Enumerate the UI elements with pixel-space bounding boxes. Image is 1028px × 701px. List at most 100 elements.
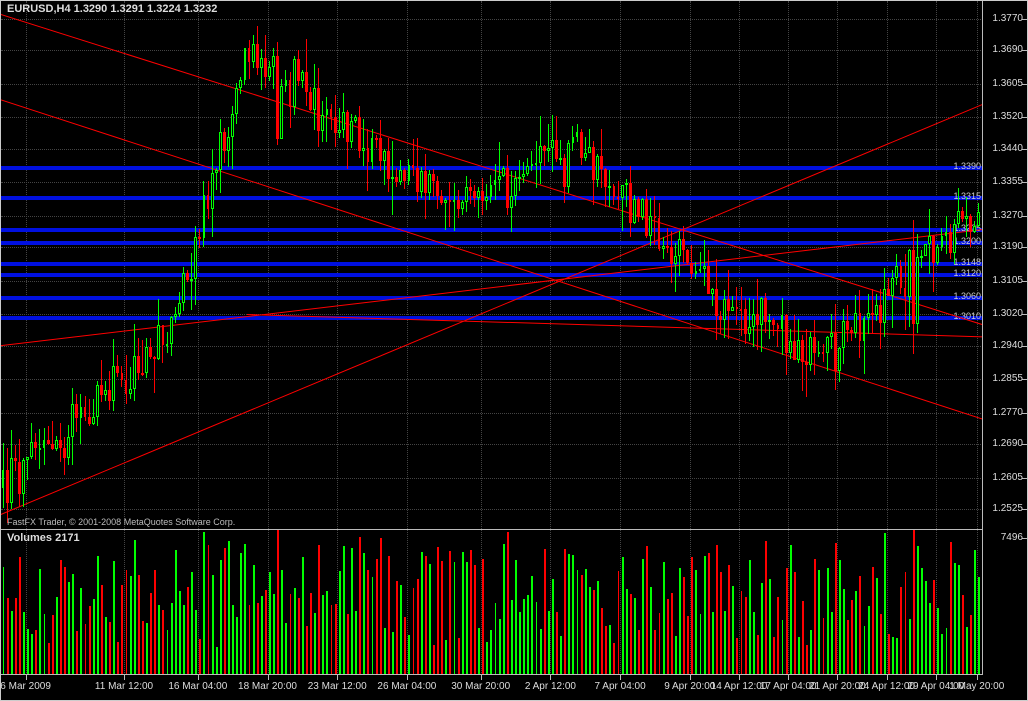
candle-wick: [609, 170, 610, 207]
horizontal-level-line[interactable]: 1.3315: [1, 196, 983, 200]
candle-body: [2, 470, 5, 488]
candle-body: [490, 185, 493, 196]
volume-bar: [175, 550, 177, 677]
candle-body: [227, 137, 230, 151]
volume-title: Volumes 2171: [7, 532, 80, 544]
candle-body: [752, 314, 755, 327]
volume-bar: [298, 598, 300, 677]
candle-body: [633, 199, 636, 223]
candle-body: [883, 289, 886, 323]
candle-body: [867, 313, 870, 317]
candle-body: [6, 470, 9, 503]
volume-bar: [921, 568, 923, 677]
volume-bar: [363, 553, 365, 677]
volume-bar: [765, 541, 767, 677]
volume-bar: [404, 617, 406, 678]
x-tick-label: 21 Apr 20:00: [809, 681, 866, 692]
volume-bar: [851, 600, 853, 677]
volume-bar: [589, 587, 591, 677]
horizontal-level-line[interactable]: 1.3060: [1, 296, 983, 300]
x-tick-label: 24 Apr 12:00: [858, 681, 915, 692]
candle-body: [449, 200, 452, 202]
volume-chart-pane[interactable]: Volumes 2171: [1, 530, 983, 677]
candle-body: [203, 195, 206, 238]
volume-bar: [314, 613, 316, 677]
volume-bar: [220, 560, 222, 677]
volume-bar: [109, 622, 111, 677]
volume-bar: [367, 570, 369, 677]
horizontal-level-line[interactable]: 1.3148: [1, 262, 983, 266]
volume-bar: [413, 588, 415, 677]
volume-bar: [343, 546, 345, 677]
volume-bar: [462, 552, 464, 677]
grid-line-h: [1, 413, 983, 414]
candle-wick: [363, 119, 364, 166]
candle-body: [785, 315, 788, 353]
volume-bar: [445, 640, 447, 677]
volume-bar: [560, 636, 562, 677]
volume-bar: [162, 610, 164, 677]
candle-wick: [167, 332, 168, 354]
horizontal-level-line[interactable]: 1.3120: [1, 273, 983, 277]
volume-bar: [847, 620, 849, 677]
candle-body: [239, 80, 242, 87]
volume-bar: [695, 570, 697, 677]
y-tick-label: 1.2770: [992, 407, 1023, 418]
candle-body: [112, 366, 115, 401]
volume-bar: [48, 643, 50, 677]
candle-body: [358, 117, 361, 150]
volume-bar: [884, 533, 886, 677]
candle-body: [969, 216, 972, 232]
volume-bar: [507, 532, 509, 677]
candle-body: [305, 72, 308, 93]
candle-body: [510, 196, 513, 208]
candle-body: [399, 170, 402, 182]
candle-body: [797, 340, 800, 360]
volume-bar: [273, 594, 275, 677]
y-tick-label: 1.3270: [992, 210, 1023, 221]
candle-body: [313, 88, 316, 110]
volume-bar: [872, 567, 874, 677]
volume-bar: [89, 606, 91, 677]
candle-body: [916, 257, 919, 324]
volume-bar: [126, 570, 128, 677]
candle-body: [420, 171, 423, 192]
volume-bar: [814, 559, 816, 677]
volume-bar: [564, 549, 566, 677]
volume-bar: [97, 556, 99, 677]
volume-bar: [486, 642, 488, 677]
candle-body: [842, 321, 845, 348]
candle-body: [391, 177, 394, 179]
candle-body: [244, 48, 247, 80]
candle-body: [522, 174, 525, 177]
volume-bar: [134, 540, 136, 677]
volume-bar: [85, 624, 87, 677]
candle-body: [805, 362, 808, 366]
volume-bar: [244, 544, 246, 677]
volume-bar: [527, 595, 529, 677]
volume-bar: [302, 557, 304, 677]
candle-wick: [130, 367, 131, 399]
candle-body: [793, 341, 796, 360]
candle-body: [977, 212, 980, 226]
volume-bar: [728, 565, 730, 677]
y-tick-label: 1.3520: [992, 111, 1023, 122]
volume-bar: [429, 564, 431, 677]
candle-body: [272, 56, 275, 67]
volume-bar: [966, 627, 968, 677]
horizontal-level-line[interactable]: 1.3200: [1, 241, 983, 245]
candle-body: [604, 169, 607, 188]
volume-bar: [511, 600, 513, 677]
volume-bar: [839, 560, 841, 677]
volume-bar: [806, 645, 808, 677]
volume-bar: [35, 630, 37, 677]
candle-body: [63, 448, 66, 458]
volume-bar: [441, 561, 443, 677]
horizontal-level-line[interactable]: 1.3235: [1, 228, 983, 232]
volume-bar: [142, 621, 144, 677]
volume-bar: [249, 605, 251, 677]
candle-body: [801, 340, 804, 362]
price-chart-pane[interactable]: EURUSD,H4 1.3290 1.3291 1.3224 1.3232 Fa…: [1, 1, 983, 529]
candle-wick: [499, 142, 500, 191]
candle-body: [875, 305, 878, 315]
